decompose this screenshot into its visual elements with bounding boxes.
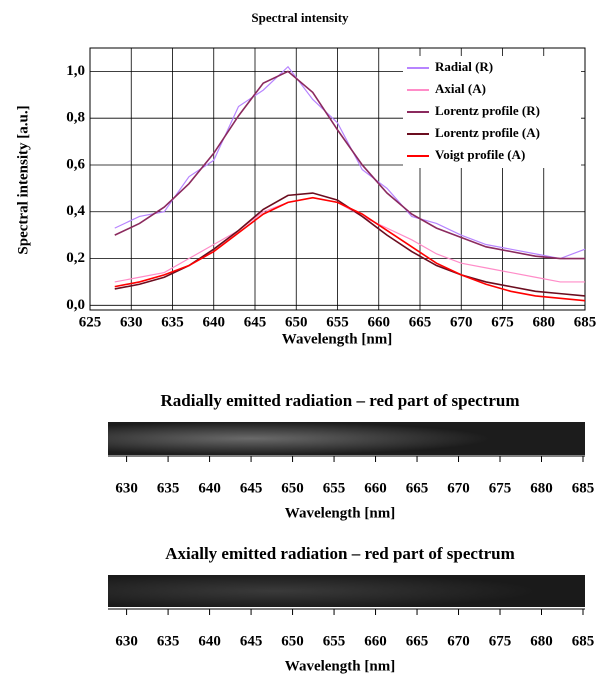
legend-label: Voigt profile (A) — [435, 147, 525, 162]
x-tick-label: 660 — [364, 633, 387, 649]
x-axis-label: Wavelength [nm] — [282, 331, 392, 347]
x-tick-label: 640 — [198, 633, 221, 649]
x-tick-label: 640 — [198, 480, 221, 496]
x-tick-label: 650 — [281, 633, 304, 649]
x-tick-label: 680 — [530, 633, 553, 649]
y-tick-label: 0,8 — [66, 110, 85, 126]
x-tick-label: 640 — [203, 314, 226, 330]
x-axis-label: Wavelength [nm] — [285, 505, 395, 521]
x-tick-label: 630 — [120, 314, 143, 330]
x-tick-label: 685 — [574, 314, 597, 330]
legend-label: Lorentz profile (R) — [435, 103, 540, 118]
y-axis-label: Spectral intensity [a.u.] — [15, 105, 31, 254]
x-tick-label: 660 — [368, 314, 391, 330]
spectrum-title: Radially emitted radiation – red part of… — [160, 391, 519, 410]
x-tick-label: 635 — [161, 314, 184, 330]
x-axis-label: Wavelength [nm] — [285, 658, 395, 674]
x-tick-label: 685 — [572, 633, 595, 649]
x-tick-label: 630 — [115, 480, 138, 496]
x-tick-label: 670 — [447, 480, 470, 496]
x-tick-label: 680 — [533, 314, 556, 330]
radial-spectrum-image — [108, 422, 585, 455]
series-line — [114, 70, 585, 260]
x-tick-label: 675 — [491, 314, 514, 330]
x-tick-label: 635 — [157, 480, 180, 496]
x-tick-label: 645 — [240, 633, 263, 649]
x-tick-label: 645 — [240, 480, 263, 496]
spectrum-title: Axially emitted radiation – red part of … — [165, 544, 515, 563]
x-tick-label: 670 — [450, 314, 473, 330]
x-tick-label: 680 — [530, 480, 553, 496]
x-tick-label: 655 — [326, 314, 349, 330]
x-tick-label: 635 — [157, 633, 180, 649]
y-tick-label: 0,2 — [66, 250, 85, 266]
x-tick-label: 685 — [572, 480, 595, 496]
x-tick-label: 675 — [489, 480, 512, 496]
legend-label: Axial (A) — [435, 81, 486, 96]
y-tick-label: 0,0 — [66, 297, 85, 313]
x-tick-label: 675 — [489, 633, 512, 649]
x-tick-label: 625 — [79, 314, 102, 330]
x-tick-label: 655 — [323, 633, 346, 649]
axial-spectrum-image — [108, 575, 585, 607]
x-tick-label: 670 — [447, 633, 470, 649]
y-tick-label: 0,4 — [66, 203, 85, 219]
x-tick-label: 665 — [406, 633, 429, 649]
y-tick-label: 1,0 — [66, 63, 85, 79]
chart-title: Spectral intensity — [251, 10, 349, 25]
x-tick-label: 655 — [323, 480, 346, 496]
x-tick-label: 630 — [115, 633, 138, 649]
x-tick-label: 650 — [285, 314, 308, 330]
legend-label: Radial (R) — [435, 59, 493, 74]
x-tick-label: 665 — [406, 480, 429, 496]
x-tick-label: 645 — [244, 314, 267, 330]
y-tick-label: 0,6 — [66, 156, 85, 172]
series-line — [114, 197, 585, 283]
legend-box — [403, 56, 581, 168]
legend-label: Lorentz profile (A) — [435, 125, 540, 140]
x-tick-label: 660 — [364, 480, 387, 496]
series-line — [114, 196, 586, 302]
x-tick-label: 650 — [281, 480, 304, 496]
x-tick-label: 665 — [409, 314, 432, 330]
